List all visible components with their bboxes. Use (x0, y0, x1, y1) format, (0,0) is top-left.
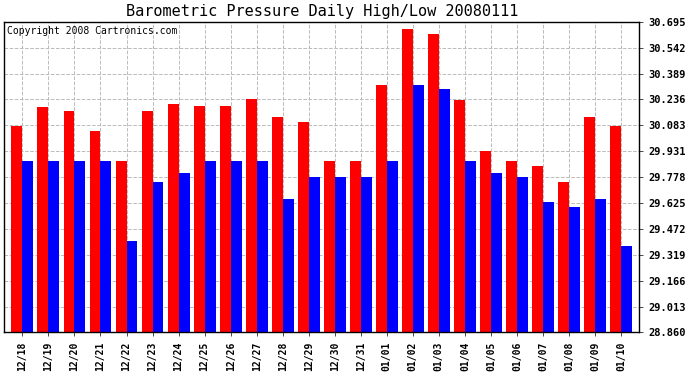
Bar (283, 199, 294, 332)
Bar (75, 161, 86, 332)
Bar (491, 173, 502, 332)
Bar (465, 161, 476, 332)
Bar (621, 246, 632, 332)
Bar (308, 177, 319, 332)
Bar (298, 123, 308, 332)
Bar (22, 161, 33, 332)
Bar (101, 161, 111, 332)
Bar (335, 177, 346, 332)
Bar (517, 177, 528, 332)
Bar (532, 166, 543, 332)
Title: Barometric Pressure Daily High/Low 20080111: Barometric Pressure Daily High/Low 20080… (126, 4, 518, 19)
Bar (168, 104, 179, 332)
Bar (37, 107, 48, 332)
Bar (376, 85, 387, 332)
Bar (610, 126, 621, 332)
Bar (350, 161, 361, 332)
Bar (230, 161, 241, 332)
Bar (558, 182, 569, 332)
Text: Copyright 2008 Cartronics.com: Copyright 2008 Cartronics.com (8, 26, 178, 36)
Bar (324, 161, 335, 332)
Bar (126, 241, 137, 332)
Bar (595, 199, 606, 332)
Bar (402, 29, 413, 332)
Bar (257, 161, 268, 332)
Bar (480, 151, 491, 332)
Bar (12, 126, 22, 332)
Bar (569, 207, 580, 332)
Bar (361, 177, 372, 332)
Bar (387, 161, 397, 332)
Bar (194, 105, 205, 332)
Bar (428, 34, 439, 332)
Bar (439, 88, 450, 332)
Bar (48, 161, 59, 332)
Bar (63, 111, 75, 332)
Bar (543, 202, 554, 332)
Bar (454, 100, 465, 332)
Bar (584, 117, 595, 332)
Bar (246, 99, 257, 332)
Bar (141, 111, 152, 332)
Bar (116, 161, 126, 332)
Bar (90, 131, 101, 332)
Bar (179, 173, 190, 332)
Bar (272, 117, 283, 332)
Bar (152, 182, 164, 332)
Bar (219, 105, 230, 332)
Bar (413, 85, 424, 332)
Bar (506, 161, 517, 332)
Bar (205, 161, 215, 332)
